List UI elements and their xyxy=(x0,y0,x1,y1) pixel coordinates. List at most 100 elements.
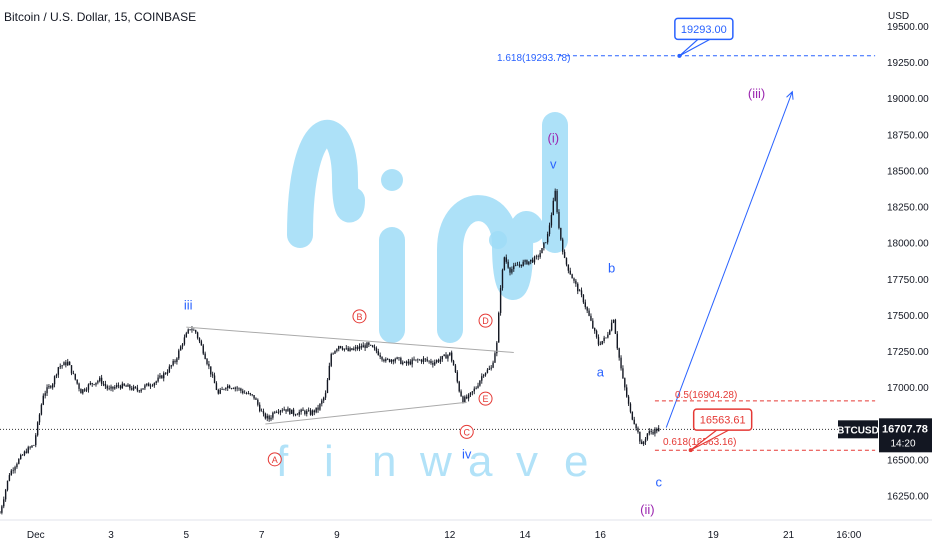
candle-body xyxy=(595,330,598,337)
candle-body xyxy=(50,386,52,388)
candle-body xyxy=(298,411,300,415)
time-tick-label: Dec xyxy=(27,530,45,541)
candle-body xyxy=(93,384,95,385)
wave-label: A xyxy=(272,455,278,465)
candle-body xyxy=(354,347,357,349)
candle-body xyxy=(99,377,101,382)
price-tick-label: 19500.00 xyxy=(887,22,929,33)
watermark-dot xyxy=(489,231,507,249)
candle-body xyxy=(364,345,366,348)
candle-body xyxy=(452,360,455,366)
candle-body xyxy=(234,387,236,389)
candle-body xyxy=(554,190,556,201)
candle-body xyxy=(264,413,267,419)
candle-body xyxy=(306,411,308,414)
watermark-wave-stroke xyxy=(287,112,568,343)
price-tick-label: 16500.00 xyxy=(887,455,929,466)
price-series xyxy=(0,188,877,515)
candle-body xyxy=(187,329,189,334)
candle-body xyxy=(358,346,361,349)
candle-body xyxy=(29,447,31,448)
candle-body xyxy=(435,360,438,363)
candle-body xyxy=(253,395,255,399)
candle-body xyxy=(40,404,43,415)
candle-body xyxy=(430,361,432,364)
candle-body xyxy=(356,347,359,349)
candle-body xyxy=(163,373,165,379)
candle-body xyxy=(232,388,235,389)
candle-body xyxy=(439,359,442,362)
candle-body xyxy=(53,376,56,385)
candle-body xyxy=(3,499,5,507)
candle-body xyxy=(601,340,603,345)
candle-body xyxy=(418,359,421,361)
candle-body xyxy=(275,412,278,413)
candle-body xyxy=(392,359,395,362)
candle-body xyxy=(23,451,26,456)
candle-body xyxy=(42,395,44,405)
time-tick-label: 12 xyxy=(444,530,456,541)
candle-body xyxy=(407,361,410,364)
candle-body xyxy=(174,361,176,362)
candle-body xyxy=(213,375,216,384)
candle-body xyxy=(403,361,406,363)
projection-arrowhead xyxy=(786,90,794,100)
candle-body xyxy=(87,384,90,390)
candle-body xyxy=(484,372,487,376)
candle-body xyxy=(221,389,223,390)
time-axis[interactable]: Dec 3 5 7 9 12 14 16 19 21 16:00 xyxy=(0,519,932,541)
candle-body xyxy=(405,361,408,364)
candle-body xyxy=(377,351,379,356)
candle-body xyxy=(168,366,171,373)
candle-body xyxy=(183,337,186,345)
candle-body xyxy=(198,337,201,342)
candle-body xyxy=(46,387,48,394)
candle-body xyxy=(605,337,607,339)
wave-annotations: 1.618(19293.78)0.5(16904.28)0.618(16563.… xyxy=(184,17,876,517)
candle-body xyxy=(185,333,188,338)
candle-body xyxy=(274,412,276,413)
price-tick-label: 17500.00 xyxy=(887,311,929,322)
candle-body xyxy=(462,396,464,403)
price-tick-label: 19000.00 xyxy=(887,94,929,105)
wave-label: c xyxy=(655,474,662,489)
candle-body xyxy=(417,359,419,361)
candle-body xyxy=(603,337,605,341)
candle-body xyxy=(115,385,118,388)
candle-body xyxy=(548,225,551,235)
candle-body xyxy=(622,368,624,379)
candle-body xyxy=(578,290,581,292)
candle-body xyxy=(172,361,174,366)
candle-body xyxy=(227,385,229,388)
candle-body xyxy=(415,359,417,361)
candle-body xyxy=(543,242,545,249)
candle-body xyxy=(569,270,571,275)
candle-body xyxy=(642,442,645,445)
candle-body xyxy=(370,344,372,346)
candle-body xyxy=(25,451,28,453)
candle-body xyxy=(625,387,628,397)
candle-body xyxy=(345,348,347,349)
candle-body xyxy=(475,387,477,389)
candle-body xyxy=(482,375,485,377)
candle-body xyxy=(294,414,297,416)
candle-body xyxy=(210,366,212,375)
candle-body xyxy=(208,363,210,367)
time-tick-label: 19 xyxy=(708,530,720,541)
candle-body xyxy=(545,242,547,243)
candle-body xyxy=(518,264,521,266)
candle-body xyxy=(68,361,71,366)
price-tick-label: 18000.00 xyxy=(887,239,929,250)
candle-body xyxy=(332,353,334,355)
candle-body xyxy=(326,379,329,394)
watermark-dot xyxy=(381,169,403,191)
candle-body xyxy=(366,342,368,348)
candle-body xyxy=(191,329,193,331)
candle-body xyxy=(466,396,468,399)
candle-body xyxy=(8,475,11,481)
candle-body xyxy=(535,256,538,258)
candle-body xyxy=(422,358,425,362)
candle-body xyxy=(562,239,564,252)
candle-body xyxy=(51,384,54,388)
